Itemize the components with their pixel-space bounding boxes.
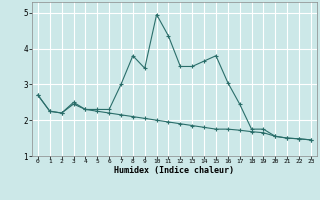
X-axis label: Humidex (Indice chaleur): Humidex (Indice chaleur) [115,166,234,175]
